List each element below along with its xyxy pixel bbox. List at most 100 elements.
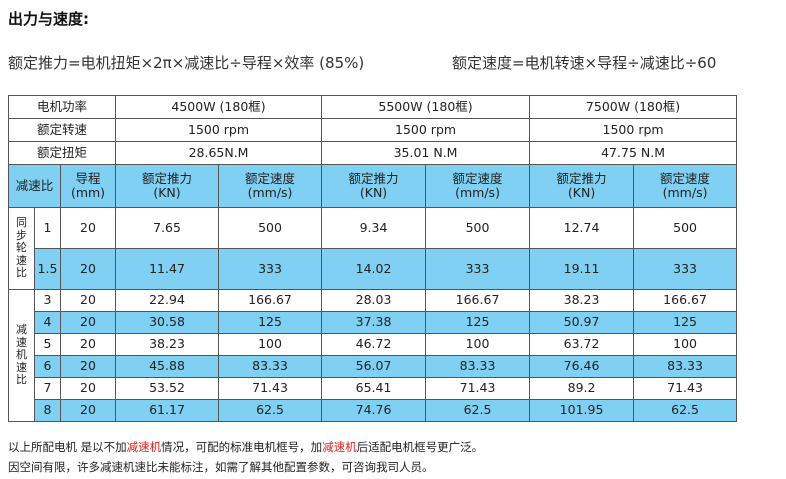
lead-value: 20 <box>59 289 117 312</box>
lead-value: 20 <box>59 333 117 356</box>
ratio-value: 7 <box>34 377 61 400</box>
lead-value: 20 <box>59 311 117 334</box>
reducer-ratio-group: 减速机速比 <box>8 289 35 422</box>
rated-torque-value: 35.01 N.M <box>321 141 531 165</box>
thrust-value: 53.52 <box>115 377 220 400</box>
ratio-value: 4 <box>34 311 61 334</box>
rated-rpm-value: 1500 rpm <box>321 118 531 142</box>
ratio-value: 5 <box>34 333 61 356</box>
ratio-value: 6 <box>34 355 61 378</box>
motor-power-row: 电机功率 4500W (180框) 5500W (180框) 7500W (18… <box>7 95 738 119</box>
speed-value: 62.5 <box>633 399 738 422</box>
thrust-value: 37.38 <box>321 311 427 334</box>
thrust-value: 9.34 <box>321 207 427 249</box>
thrust-value: 101.95 <box>529 399 635 422</box>
speed-formula: 额定速度=电机转速×导程÷减速比÷60 <box>452 54 717 72</box>
rated-rpm-value: 1500 rpm <box>529 118 738 142</box>
speed-value: 166.67 <box>218 289 323 312</box>
speed-value: 500 <box>633 207 738 249</box>
note-text: 情况，可配的标准电机框号，加 <box>161 440 323 454</box>
ratio-value: 8 <box>34 399 61 422</box>
motor-power-value: 4500W (180框) <box>115 95 323 119</box>
thrust-value: 12.74 <box>529 207 635 249</box>
thrust-value: 45.88 <box>115 355 220 378</box>
thrust-value: 7.65 <box>115 207 220 249</box>
speed-value: 83.33 <box>218 355 323 378</box>
speed-value: 125 <box>425 311 531 334</box>
ratio-value: 1 <box>34 207 61 249</box>
speed-header: 额定速度 (mm/s) <box>633 164 738 208</box>
speed-value: 83.33 <box>425 355 531 378</box>
speed-value: 100 <box>425 333 531 356</box>
spec-table-body: 电机功率 4500W (180框) 5500W (180框) 7500W (18… <box>7 95 738 422</box>
lead-value: 20 <box>59 355 117 378</box>
table-row: 8 20 61.17 62.5 74.76 62.5 101.95 62.5 <box>9 399 738 422</box>
ratio-value: 3 <box>34 289 61 312</box>
thrust-formula: 额定推力=电机扭矩×2π×减速比÷导程×效率 (85%) <box>8 54 365 72</box>
note-line-2: 因空间有限，许多减速机速比未能标注，如需了解其他配置参数，可咨询我司人员。 <box>8 460 434 474</box>
rated-torque-label: 额定扭矩 <box>7 141 117 165</box>
lead-value: 20 <box>59 377 117 400</box>
speed-value: 333 <box>425 248 531 290</box>
table-row: 7 20 53.52 71.43 65.41 71.43 89.2 71.43 <box>9 377 738 400</box>
speed-value: 500 <box>218 207 323 249</box>
thrust-value: 65.41 <box>321 377 427 400</box>
motor-power-value: 7500W (180框) <box>529 95 738 119</box>
table-row: 4 20 30.58 125 37.38 125 50.97 125 <box>9 311 738 334</box>
sync-wheel-ratio-group: 同步轮速比 <box>8 207 35 290</box>
thrust-value: 14.02 <box>321 248 427 290</box>
speed-header: 额定速度 (mm/s) <box>425 164 531 208</box>
speed-value: 100 <box>633 333 738 356</box>
rated-torque-row: 额定扭矩 28.65N.M 35.01 N.M 47.75 N.M <box>7 141 738 165</box>
thrust-value: 19.11 <box>529 248 635 290</box>
table-row: 减速机速比 3 20 22.94 166.67 28.03 166.67 38.23 166.6… <box>8 289 738 422</box>
table-row: 6 20 45.88 83.33 56.07 83.33 76.46 83.33 <box>9 355 738 378</box>
rated-rpm-value: 1500 rpm <box>115 118 323 142</box>
thrust-value: 63.72 <box>529 333 635 356</box>
speed-value: 166.67 <box>633 289 738 312</box>
thrust-header: 额定推力 (KN) <box>529 164 635 208</box>
note-text: 后适配电机框号更广泛。 <box>356 440 484 454</box>
rated-rpm-row: 额定转速 1500 rpm 1500 rpm 1500 rpm <box>7 118 738 142</box>
note-text: 以上所配电机 是以不加 <box>8 440 127 454</box>
note-line-1: 以上所配电机 是以不加减速机情况，可配的标准电机框号，加减速机后适配电机框号更广… <box>8 439 483 455</box>
thrust-header: 额定推力 (KN) <box>321 164 427 208</box>
speed-value: 166.67 <box>425 289 531 312</box>
thrust-value: 28.03 <box>321 289 427 312</box>
column-header-row: 减速比 导程 (mm) 额定推力 (KN) 额定速度 (mm/s) 额定推力 (KN) … <box>8 164 738 208</box>
thrust-value: 38.23 <box>115 333 220 356</box>
speed-value: 125 <box>218 311 323 334</box>
rated-torque-value: 47.75 N.M <box>529 141 738 165</box>
table-row: 1.5 20 11.47 333 14.02 333 19.11 333 <box>9 248 738 290</box>
speed-value: 83.33 <box>633 355 738 378</box>
table-row: 同步轮速比 1 20 7.65 500 9.34 500 12.74 500 <box>8 207 738 290</box>
rated-rpm-label: 额定转速 <box>7 118 117 142</box>
rated-torque-value: 28.65N.M <box>115 141 323 165</box>
table-row: 5 20 38.23 100 46.72 100 63.72 100 <box>9 333 738 356</box>
thrust-value: 89.2 <box>529 377 635 400</box>
speed-value: 71.43 <box>218 377 323 400</box>
thrust-value: 76.46 <box>529 355 635 378</box>
thrust-value: 11.47 <box>115 248 220 290</box>
speed-value: 71.43 <box>425 377 531 400</box>
speed-value: 500 <box>425 207 531 249</box>
speed-header: 额定速度 (mm/s) <box>218 164 323 208</box>
note-highlight: 减速机 <box>322 440 357 454</box>
lead-header: 导程 (mm) <box>59 164 117 208</box>
thrust-value: 46.72 <box>321 333 427 356</box>
motor-power-value: 5500W (180框) <box>321 95 531 119</box>
speed-value: 125 <box>633 311 738 334</box>
section-title: 出力与速度: <box>8 10 89 28</box>
thrust-value: 74.76 <box>321 399 427 422</box>
thrust-header: 额定推力 (KN) <box>115 164 220 208</box>
lead-value: 20 <box>59 207 117 249</box>
speed-value: 333 <box>633 248 738 290</box>
speed-value: 333 <box>218 248 323 290</box>
thrust-value: 61.17 <box>115 399 220 422</box>
thrust-value: 38.23 <box>529 289 635 312</box>
note-highlight: 减速机 <box>126 440 162 454</box>
speed-value: 62.5 <box>425 399 531 422</box>
thrust-value: 50.97 <box>529 311 635 334</box>
thrust-value: 30.58 <box>115 311 220 334</box>
lead-value: 20 <box>59 248 117 290</box>
